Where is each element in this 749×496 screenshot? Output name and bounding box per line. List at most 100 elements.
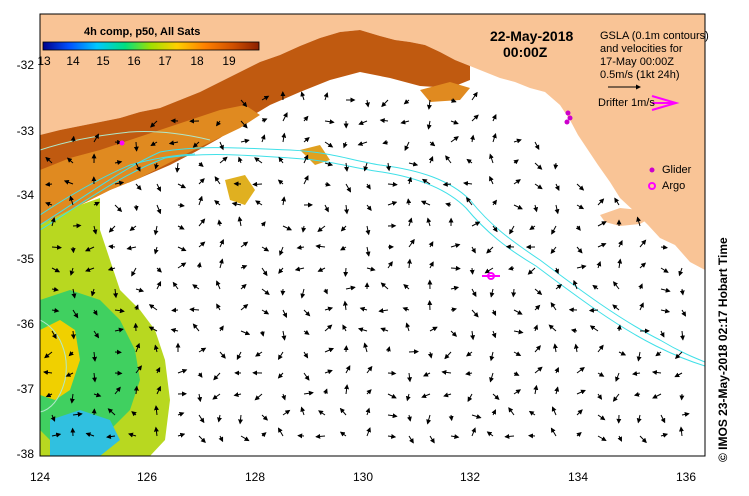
- velocity-arrow: [189, 307, 200, 313]
- velocity-arrow: [365, 407, 371, 416]
- velocity-arrow: [554, 267, 559, 275]
- velocity-arrow: [281, 132, 287, 143]
- velocity-arrow: [450, 434, 460, 440]
- velocity-arrow: [636, 351, 642, 362]
- velocity-arrow: [51, 244, 62, 250]
- velocity-arrow: [366, 389, 372, 395]
- velocity-arrow: [660, 287, 671, 293]
- velocity-arrow: [596, 261, 602, 269]
- velocity-arrow: [402, 306, 410, 312]
- velocity-arrow: [72, 309, 79, 319]
- velocity-arrow: [405, 393, 411, 402]
- velocity-arrow: [219, 238, 224, 248]
- velocity-arrow: [471, 288, 477, 297]
- velocity-arrow: [365, 225, 371, 236]
- velocity-arrow: [93, 330, 100, 339]
- velocity-arrow: [324, 324, 333, 332]
- velocity-arrow: [513, 204, 523, 210]
- velocity-arrow: [486, 246, 494, 254]
- velocity-arrow: [660, 308, 671, 314]
- velocity-arrow: [470, 330, 476, 341]
- velocity-arrow: [553, 162, 559, 170]
- velocity-arrow: [324, 306, 334, 312]
- velocity-arrow: [492, 225, 498, 233]
- velocity-arrow: [126, 245, 137, 251]
- x-tick-label: 130: [352, 470, 374, 484]
- velocity-arrow: [237, 216, 243, 227]
- velocity-arrow: [281, 330, 287, 341]
- velocity-arrow: [216, 303, 221, 311]
- velocity-arrow: [386, 162, 391, 172]
- velocity-arrow: [300, 288, 306, 299]
- velocity-arrow: [261, 309, 270, 315]
- velocity-arrow: [281, 393, 286, 401]
- velocity-arrow: [303, 115, 309, 122]
- velocity-arrow: [448, 414, 454, 422]
- velocity-arrow: [554, 204, 560, 215]
- velocity-arrow: [196, 262, 202, 269]
- velocity-arrow: [471, 91, 478, 101]
- velocity-arrow: [240, 303, 249, 311]
- velocity-arrow: [652, 393, 662, 399]
- velocity-arrow: [528, 410, 536, 416]
- velocity-arrow: [156, 281, 162, 290]
- velocity-arrow: [491, 113, 497, 122]
- velocity-arrow: [491, 409, 496, 416]
- velocity-arrow: [592, 284, 599, 290]
- velocity-arrow: [177, 246, 187, 252]
- velocity-arrow: [638, 283, 643, 290]
- velocity-arrow: [534, 366, 543, 374]
- velocity-arrow: [153, 225, 159, 236]
- velocity-arrow: [114, 308, 125, 314]
- velocity-arrow: [426, 120, 432, 130]
- velocity-arrow: [403, 99, 410, 105]
- velocity-arrow: [385, 346, 391, 353]
- velocity-arrow: [45, 392, 53, 398]
- velocity-arrow: [550, 427, 557, 437]
- velocity-arrow: [281, 196, 287, 206]
- velocity-arrow: [51, 432, 62, 438]
- velocity-arrow: [277, 351, 284, 360]
- x-tick-label: 128: [244, 470, 266, 484]
- imos-credit: © IMOS 23-May-2018 02:17 Hobart Time: [716, 237, 730, 462]
- velocity-arrow: [259, 330, 265, 337]
- velocity-arrow: [678, 267, 684, 277]
- velocity-arrow: [177, 432, 186, 438]
- velocity-arrow: [576, 264, 587, 270]
- velocity-arrow: [254, 157, 263, 164]
- velocity-arrow: [427, 351, 433, 359]
- velocity-arrow: [324, 347, 335, 353]
- velocity-arrow: [45, 201, 53, 207]
- argo-float-marker: [482, 272, 500, 280]
- velocity-arrow: [69, 393, 75, 404]
- velocity-arrow: [387, 413, 398, 419]
- velocity-arrow: [511, 288, 517, 298]
- velocity-arrow: [597, 414, 606, 421]
- velocity-arrow: [450, 98, 457, 103]
- velocity-arrow: [198, 161, 204, 167]
- velocity-arrow: [51, 307, 60, 313]
- velocity-arrow: [261, 432, 267, 438]
- velocity-arrow: [612, 281, 620, 290]
- velocity-arrow: [323, 388, 328, 395]
- velocity-arrow: [366, 427, 371, 437]
- velocity-arrow: [238, 414, 244, 425]
- velocity-arrow: [679, 288, 685, 296]
- velocity-arrow: [170, 327, 179, 333]
- velocity-arrow: [148, 326, 158, 332]
- velocity-arrow: [317, 267, 326, 272]
- velocity-arrow: [303, 351, 309, 359]
- velocity-arrow: [597, 221, 607, 227]
- velocity-arrow: [69, 195, 74, 206]
- velocity-arrow: [219, 141, 224, 151]
- velocity-arrow: [363, 342, 369, 353]
- velocity-arrow: [240, 120, 248, 129]
- velocity-arrow: [108, 225, 116, 233]
- velocity-arrow: [681, 309, 687, 317]
- velocity-arrow: [491, 330, 497, 339]
- velocity-arrow: [508, 265, 515, 271]
- drifter-legend-arrow: [608, 84, 680, 111]
- velocity-arrow: [365, 99, 370, 108]
- velocity-arrow: [681, 411, 690, 417]
